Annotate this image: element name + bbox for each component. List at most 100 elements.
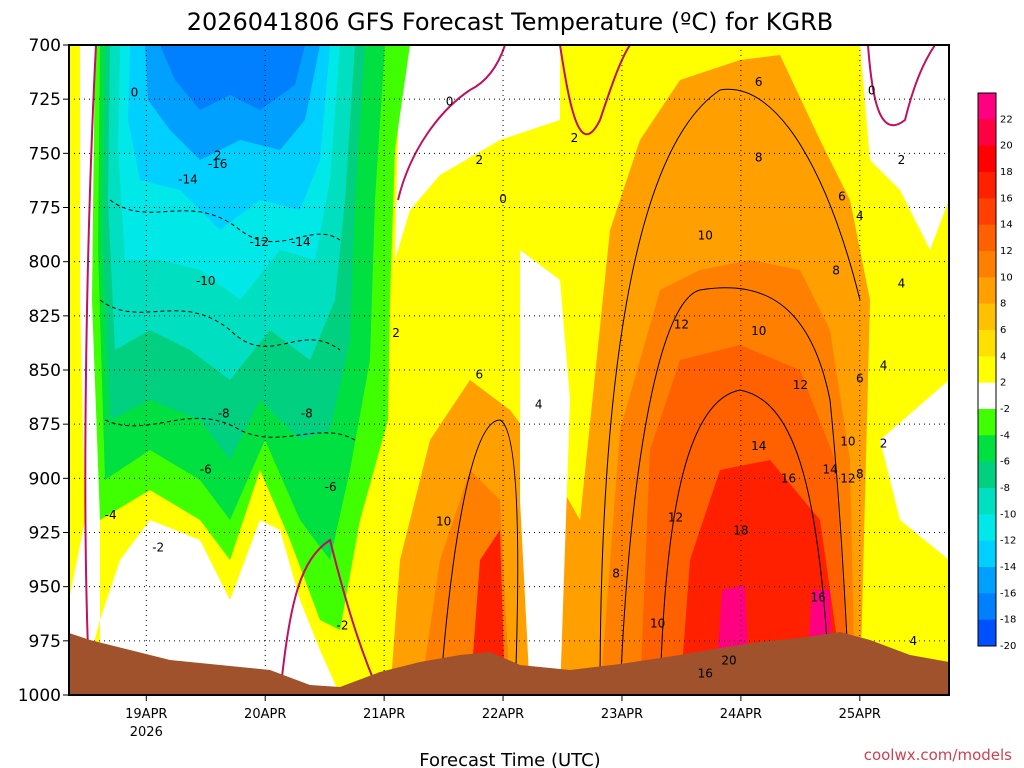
contour-label: 14	[822, 463, 837, 477]
contour-label: 2	[475, 153, 483, 167]
colorbar-label: -14	[1000, 562, 1016, 573]
colorbar-label: -10	[1000, 509, 1016, 520]
contour-label: 12	[793, 378, 808, 392]
contour-label: 4	[856, 209, 864, 223]
colorbar-label: 18	[1000, 167, 1013, 178]
contour-label: 2	[392, 326, 400, 340]
colorbar-label: -4	[1000, 430, 1010, 441]
contour-label: 4	[910, 634, 918, 648]
colorbar-label: 16	[1000, 193, 1013, 204]
contour-label: 12	[840, 471, 855, 485]
credit-link[interactable]: coolwx.com/models	[864, 746, 1012, 764]
y-tick-label: 700	[29, 36, 61, 56]
contour-label: 16	[811, 591, 826, 605]
contour-label: -2	[152, 541, 164, 555]
contour-label: 6	[755, 75, 763, 89]
colorbar-label: 8	[1000, 299, 1006, 310]
terrain	[69, 632, 949, 695]
colorbar-swatch	[978, 356, 996, 384]
colorbar-frame	[977, 92, 997, 647]
colorbar-swatch	[978, 224, 996, 252]
x-tick-label: 21APR	[363, 707, 405, 722]
x-tick-label: 22APR	[482, 707, 524, 722]
colorbar-label: -18	[1000, 615, 1016, 626]
contour-label: 14	[751, 439, 766, 453]
colorbar-swatch	[978, 93, 996, 120]
x-axis-title: Forecast Time (UTC)	[419, 750, 600, 768]
contour-label: 6	[475, 367, 483, 381]
contour-label: 2	[571, 131, 579, 145]
y-tick-label: 850	[29, 361, 61, 381]
colorbar-swatch	[978, 435, 996, 463]
contour-label: 2	[880, 437, 888, 451]
colorbar-label: -2	[1000, 404, 1010, 415]
contour-label: 0	[131, 86, 139, 100]
contour-label: 12	[674, 318, 689, 332]
contour-label: 4	[535, 398, 543, 412]
colorbar-label: -8	[1000, 483, 1010, 494]
contour-label: 10	[698, 229, 713, 243]
x-tick-label: 23APR	[601, 707, 643, 722]
contour-label: 12	[668, 510, 683, 524]
contour-label: 10	[840, 435, 855, 449]
colorbar-swatch	[978, 382, 996, 410]
y-tick-label: 775	[29, 199, 61, 219]
y-tick-label: 1000	[18, 686, 61, 706]
colorbar-label: 20	[1000, 141, 1013, 152]
contour-label: 16	[698, 666, 713, 680]
contour-label: 10	[436, 515, 451, 529]
colorbar-label: 6	[1000, 325, 1006, 336]
contour-label: 20	[721, 653, 736, 667]
colorbar-swatch	[978, 514, 996, 542]
colorbar-label: -6	[1000, 457, 1010, 468]
colorbar-swatch	[978, 488, 996, 515]
contour-label: 8	[755, 151, 763, 165]
colorbar-swatch	[978, 567, 996, 594]
y-tick-label: 800	[29, 253, 61, 273]
contour-lines	[99, 88, 861, 695]
colorbar-swatch	[978, 409, 996, 436]
cold-region-blue	[160, 45, 305, 110]
colorbar-swatch	[978, 251, 996, 278]
contour-label: 16	[781, 471, 796, 485]
contour-label: 2	[898, 153, 906, 167]
contour-label: -4	[105, 508, 117, 522]
colorbar-label: 12	[1000, 246, 1013, 257]
contour-label: 8	[856, 467, 864, 481]
y-tick-label: 825	[29, 307, 61, 327]
colorbar-swatch	[978, 145, 996, 173]
contour-label: 6	[838, 190, 846, 204]
contour-label: -12	[249, 235, 269, 249]
colorbar-swatch	[978, 330, 996, 357]
contour-label: -8	[218, 406, 230, 420]
colorbar-label: 14	[1000, 220, 1013, 231]
neutral-region-white	[69, 45, 949, 695]
contour-label: -14	[291, 235, 311, 249]
contour-label: 4	[898, 276, 906, 290]
colorbar-label: 4	[1000, 351, 1006, 362]
contour-label: 0	[499, 192, 507, 206]
colorbar-label: 22	[1000, 114, 1013, 125]
contour-label: 0	[868, 84, 876, 98]
y-axis: 700 725 750 775 800 825 850 875 900 925 950 975 1000	[18, 36, 69, 706]
contour-label: 10	[650, 617, 665, 631]
contour-label: -14	[178, 172, 198, 186]
contour-label: -10	[196, 274, 216, 288]
colorbar-swatch	[978, 277, 996, 305]
contour-label: 0	[446, 94, 454, 108]
colorbar-label: -16	[1000, 588, 1016, 599]
colorbar: 22 20 18 16 14 12 10 8 6 4 2 -2 -4 -6 -8 -10 -12 -14 -16 -1…	[977, 92, 1016, 652]
colorbar-label: 10	[1000, 272, 1013, 283]
contour-label: 18	[733, 523, 748, 537]
colorbar-label: -20	[1000, 641, 1016, 652]
contour-label: -6	[325, 480, 337, 494]
x-tick-label: 20APR	[244, 707, 286, 722]
contour-label: -8	[301, 406, 313, 420]
plot-area	[69, 45, 949, 695]
contour-label: 2	[214, 149, 222, 163]
colorbar-swatch	[978, 540, 996, 568]
warm-region-red	[470, 460, 845, 695]
colorbar-swatch	[978, 119, 996, 147]
contour-label: 8	[832, 263, 840, 277]
zero-isotherm	[84, 45, 936, 695]
